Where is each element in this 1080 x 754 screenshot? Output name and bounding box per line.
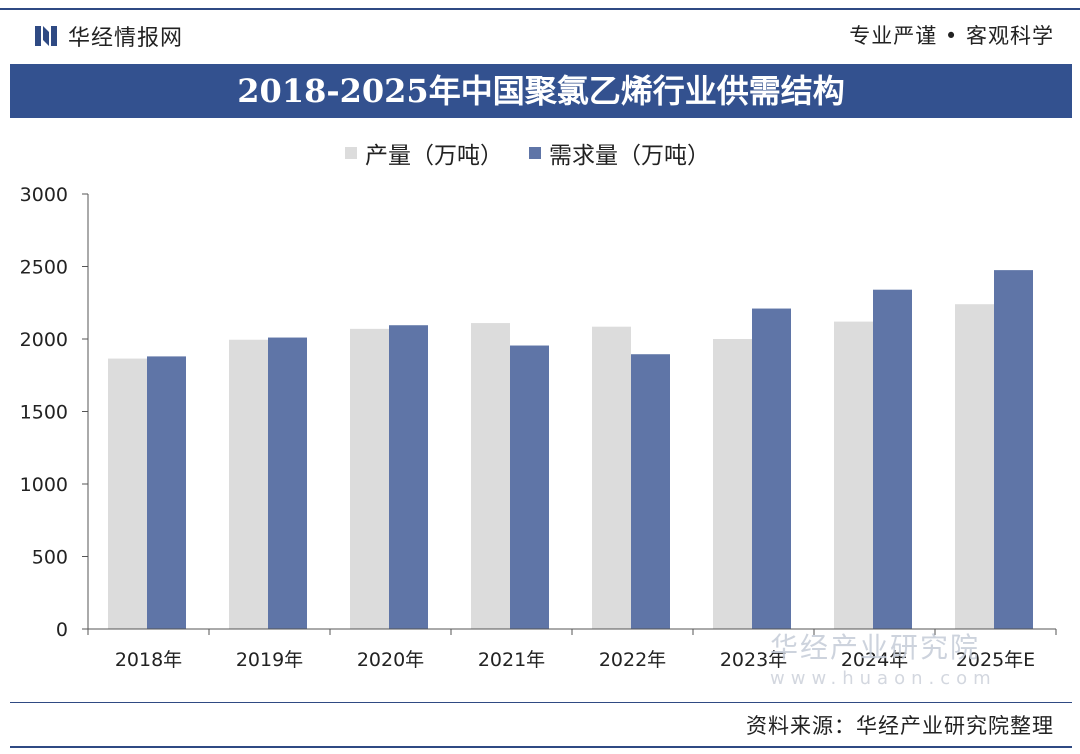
bottom-rule [10,746,1072,748]
chart-title: 2018-2025年中国聚氯乙烯行业供需结构 [237,72,845,110]
x-tick-label: 2018年 [115,649,182,671]
bar-production [471,323,510,629]
y-tick-label: 500 [32,547,68,569]
watermark-name: 华经产业研究院 [770,631,981,664]
bar-demand [994,270,1033,629]
legend: 产量（万吨） 需求量（万吨） [345,136,710,170]
bar-production [350,328,389,629]
bar-demand [752,308,791,629]
bar-production [108,358,147,629]
top-rule [0,8,1080,10]
title-bar: 2018-2025年中国聚氯乙烯行业供需结构 [10,64,1072,118]
x-tick-label: 2025年E [956,649,1035,671]
y-tick-label: 2500 [20,257,68,279]
bar-demand [147,356,186,629]
watermark-url: www.huaon.com [770,668,997,689]
x-tick-label: 2024年 [841,649,908,671]
bar-chart: 0 500 1000 1500 2000 2500 3000 2018年 2019年 2020年 2… [20,184,1057,671]
y-tick-label: 1500 [20,402,68,424]
bar-production [834,321,873,629]
bar-demand [510,345,549,629]
source-note: 资料来源：华经产业研究院整理 [746,714,1054,738]
bar-production [713,339,752,629]
x-tick-label: 2020年 [357,649,424,671]
bar-demand [631,354,670,629]
legend-item-demand: 需求量（万吨） [529,136,710,170]
brand-logo-icon [35,26,57,46]
slogan: 专业严谨 • 客观科学 [849,24,1054,48]
y-tick-label: 0 [56,619,68,641]
bar-demand [873,289,912,629]
bar-production [592,326,631,629]
footer-rule [10,702,1072,703]
watermark: 华经产业研究院 www.huaon.com [770,626,997,689]
brand: 华经情报网 [34,20,183,52]
legend-label-production: 产量（万吨） [365,143,503,169]
x-tick-label: 2022年 [599,649,666,671]
bar-demand [268,337,307,629]
bar-production [229,339,268,629]
legend-swatch-production [345,147,357,159]
legend-swatch-demand [529,147,541,159]
x-tick-label: 2021年 [478,649,545,671]
legend-label-demand: 需求量（万吨） [549,143,710,169]
y-tick-label: 1000 [20,474,68,496]
bar-demand [389,325,428,629]
x-tick-label: 2019年 [236,649,303,671]
y-tick-label: 2000 [20,329,68,351]
x-tick-label: 2023年 [720,649,787,671]
y-tick-label: 3000 [20,184,68,206]
brand-name: 华经情报网 [68,26,184,51]
bar-production [955,304,994,629]
legend-item-production: 产量（万吨） [345,136,503,170]
